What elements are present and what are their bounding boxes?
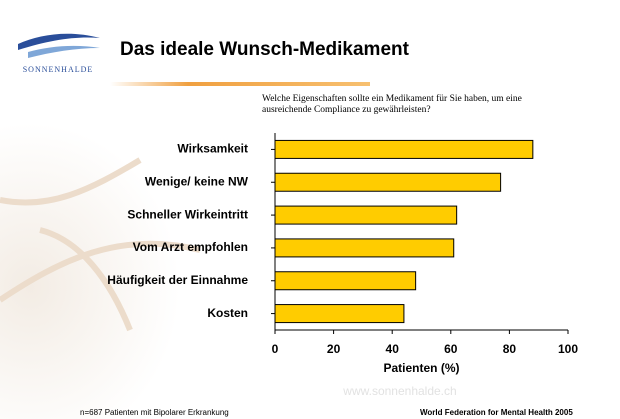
y-tick-label: Wenige/ keine NW [145, 174, 249, 188]
logo-swoosh [18, 33, 100, 50]
y-tick-label: Kosten [207, 306, 248, 320]
x-tick-label: 80 [503, 342, 517, 356]
x-tick-label: 60 [444, 342, 458, 356]
y-tick-label: Häufigkeit der Einnahme [107, 273, 248, 287]
bar [274, 205, 458, 225]
x-tick-label: 0 [272, 342, 279, 356]
x-tick-label: 40 [386, 342, 400, 356]
y-tick-label: Vom Arzt empfohlen [133, 240, 248, 254]
y-tick-label: Schneller Wirkeintritt [127, 207, 248, 221]
logo-swoosh [28, 45, 100, 58]
x-axis-label: Patienten (%) [383, 361, 459, 375]
nerve-decoration [0, 157, 201, 332]
bar [274, 238, 455, 258]
footer-right: World Federation for Mental Health 2005 [420, 408, 573, 417]
bar [274, 271, 417, 291]
slide-title: Das ideale Wunsch-Medikament [120, 39, 410, 60]
chart-subtitle: Welche Eigenschaften sollte ein Medikame… [262, 94, 522, 115]
bar [274, 139, 534, 159]
logo-text: SONNENHALDE [23, 65, 94, 74]
footer-left: n=687 Patienten mit Bipolarer Erkrankung [80, 408, 229, 417]
x-tick-label: 100 [558, 342, 578, 356]
watermark: www.sonnenhalde.ch [342, 384, 456, 398]
background-texture [0, 90, 300, 419]
bar [274, 172, 502, 192]
x-tick-label: 20 [327, 342, 341, 356]
bar [274, 304, 405, 324]
y-tick-label: Wirksamkeit [177, 142, 248, 156]
title-underline [110, 82, 370, 86]
